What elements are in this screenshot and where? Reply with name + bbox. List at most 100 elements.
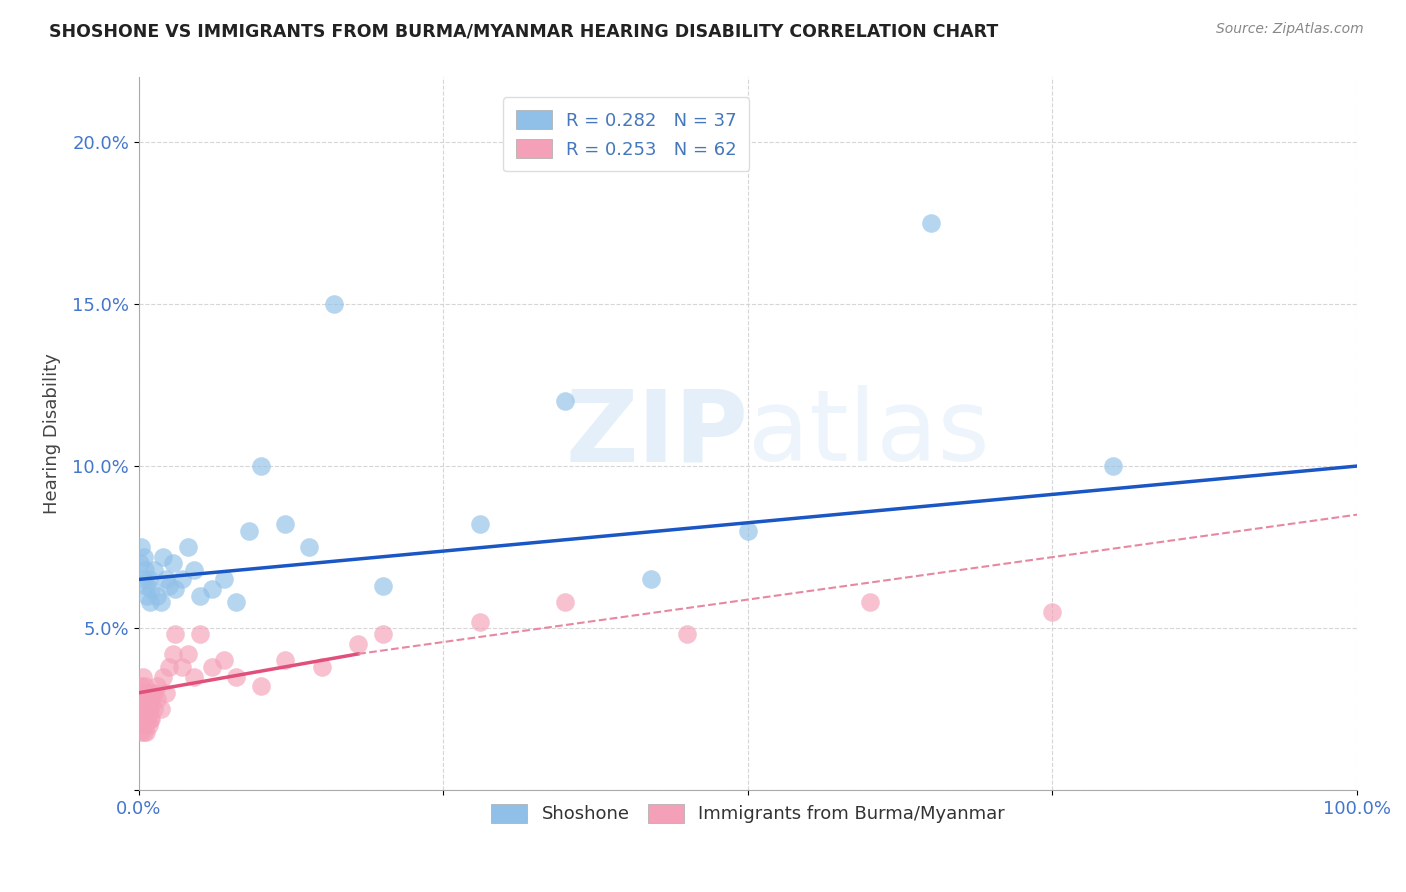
Point (134, 718, 156, 732)
Point (183, 563, 205, 577)
Point (131, 724, 153, 739)
Point (132, 686, 155, 700)
Point (142, 702, 165, 716)
Point (134, 702, 156, 716)
Point (225, 669, 247, 683)
Point (132, 549, 155, 564)
Point (347, 637, 370, 651)
Point (155, 573, 177, 587)
Point (225, 595, 247, 609)
Point (212, 653, 235, 667)
Point (138, 692, 160, 706)
Point (201, 660, 224, 674)
Point (188, 627, 211, 641)
Point (176, 647, 198, 661)
Point (162, 556, 184, 570)
Point (640, 573, 662, 587)
Point (146, 589, 169, 603)
Point (371, 627, 394, 641)
Point (1102, 458, 1125, 473)
Point (859, 595, 882, 609)
Point (129, 712, 152, 726)
Point (170, 573, 193, 587)
Point (152, 669, 174, 683)
Point (139, 712, 162, 726)
Point (131, 669, 153, 683)
Point (155, 686, 177, 700)
Point (131, 540, 153, 554)
Point (201, 582, 224, 596)
Point (238, 524, 260, 538)
Point (131, 573, 153, 587)
Point (212, 573, 235, 587)
Point (157, 660, 180, 674)
Text: ZIP: ZIP (565, 385, 748, 483)
Point (131, 702, 153, 716)
Point (131, 702, 153, 716)
Point (132, 702, 155, 716)
Point (165, 627, 187, 641)
Point (249, 679, 271, 693)
Point (170, 660, 193, 674)
Point (162, 647, 184, 661)
Point (311, 660, 333, 674)
Point (468, 517, 491, 532)
Point (134, 563, 156, 577)
Point (737, 524, 759, 538)
Point (249, 458, 271, 473)
Point (136, 712, 159, 726)
Legend: Shoshone, Immigrants from Burma/Myanmar: Shoshone, Immigrants from Burma/Myanmar (481, 793, 1015, 834)
Point (142, 686, 165, 700)
Point (135, 686, 157, 700)
Point (138, 718, 160, 732)
Point (322, 297, 344, 311)
Point (136, 589, 159, 603)
Point (149, 595, 172, 609)
Point (176, 540, 198, 554)
Text: Source: ZipAtlas.com: Source: ZipAtlas.com (1216, 22, 1364, 37)
Point (139, 712, 162, 726)
Point (157, 579, 180, 593)
Point (139, 582, 162, 596)
Point (1042, 605, 1064, 619)
Point (135, 579, 157, 593)
Point (139, 702, 162, 716)
Point (131, 718, 153, 732)
Point (188, 589, 211, 603)
Point (554, 595, 576, 609)
Point (676, 627, 699, 641)
Point (138, 702, 160, 716)
Point (274, 517, 297, 532)
Point (134, 692, 156, 706)
Point (146, 692, 169, 706)
Point (138, 573, 160, 587)
Point (142, 563, 165, 577)
Point (274, 653, 297, 667)
Point (129, 686, 152, 700)
Point (149, 702, 172, 716)
Point (554, 394, 576, 409)
Point (468, 615, 491, 629)
Point (131, 712, 153, 726)
Y-axis label: Hearing Disability: Hearing Disability (44, 353, 60, 514)
Point (135, 702, 157, 716)
Point (146, 679, 169, 693)
Point (371, 579, 394, 593)
Point (136, 692, 159, 706)
Point (129, 556, 152, 570)
Point (139, 595, 162, 609)
Point (132, 712, 155, 726)
Point (183, 669, 205, 683)
Point (139, 686, 162, 700)
Point (132, 724, 155, 739)
Point (134, 679, 156, 693)
Point (135, 712, 157, 726)
Text: atlas: atlas (748, 385, 990, 483)
Point (165, 582, 187, 596)
Point (135, 724, 157, 739)
Point (131, 679, 153, 693)
Point (129, 692, 152, 706)
Point (152, 549, 174, 564)
Point (920, 216, 942, 230)
Point (131, 686, 153, 700)
